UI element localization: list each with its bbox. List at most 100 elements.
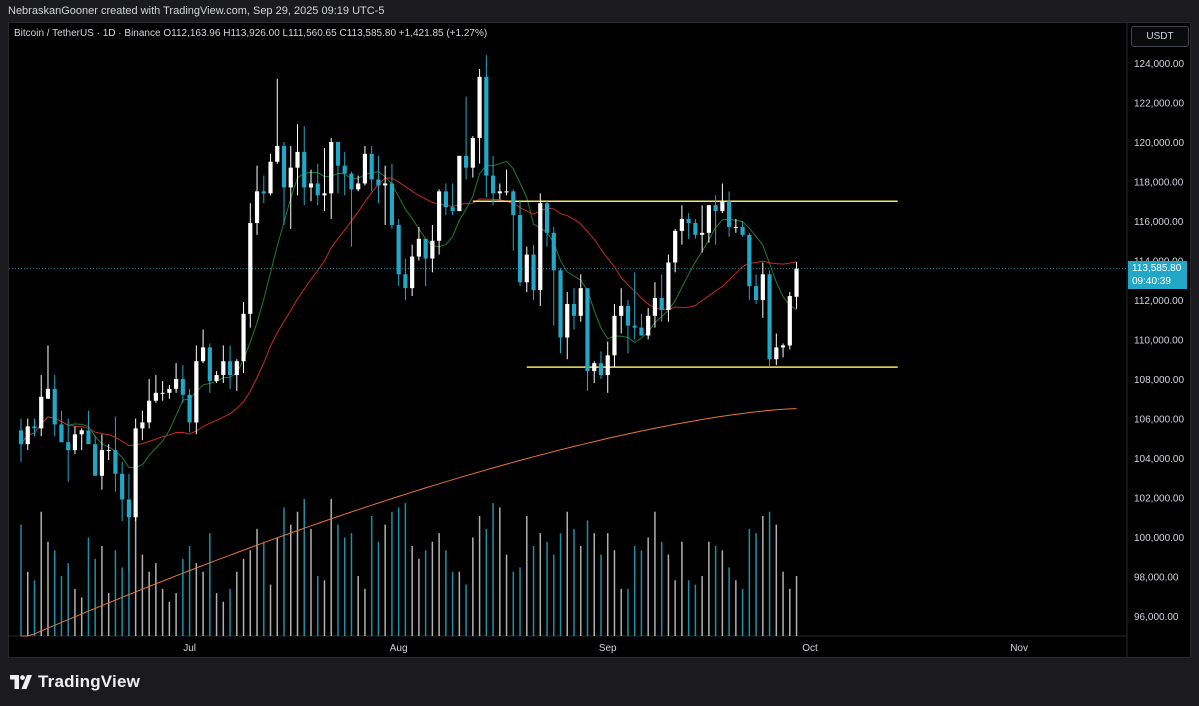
volume-bar <box>229 588 231 636</box>
volume-bar <box>633 546 636 636</box>
volume-bar <box>411 546 413 636</box>
candle-body <box>207 347 212 381</box>
candle-body <box>315 183 320 196</box>
candle-body <box>652 298 658 316</box>
y-tick-label: 96,000.00 <box>1134 612 1179 623</box>
volume-bar <box>620 588 622 636</box>
volume-bar <box>215 593 218 636</box>
candle-body <box>187 394 192 423</box>
volume-bar <box>728 567 730 636</box>
volume-bar <box>249 550 252 636</box>
candle-body <box>443 191 448 208</box>
volume-bar <box>350 533 353 636</box>
candle-body <box>598 363 604 376</box>
volume-bar <box>209 533 211 636</box>
volume-bar <box>478 516 481 636</box>
y-tick-label: 122,000.00 <box>1134 99 1184 110</box>
volume-bar <box>789 588 791 636</box>
volume-bar <box>546 541 548 636</box>
candle-body <box>356 183 361 190</box>
candle-body <box>747 234 752 287</box>
candle-body <box>106 450 111 452</box>
x-tick-label: Jul <box>183 643 196 654</box>
candle-body <box>551 232 556 271</box>
tradingview-logo[interactable]: TradingView <box>10 672 140 692</box>
candle-body <box>511 191 516 216</box>
volume-bar <box>33 580 36 636</box>
candle-body <box>79 430 84 435</box>
volume-bar <box>323 580 326 636</box>
volume-bar <box>424 550 427 636</box>
volume-bar <box>364 588 366 636</box>
candle-body <box>571 303 577 316</box>
volume-bar <box>276 537 279 636</box>
candle-body <box>484 76 489 176</box>
volume-bar <box>526 516 528 636</box>
y-tick-label: 108,000.00 <box>1134 375 1184 386</box>
volume-bar <box>566 511 569 636</box>
y-tick-label: 98,000.00 <box>1134 573 1179 584</box>
candle-body <box>389 183 395 225</box>
last-price-value: 113,585.80 <box>1132 263 1182 274</box>
chart-frame[interactable] <box>8 22 1191 658</box>
volume-bar <box>505 554 508 636</box>
candle-body <box>113 450 118 474</box>
candle-body <box>700 232 705 235</box>
tradingview-logo-text: TradingView <box>38 672 141 691</box>
volume-bar <box>485 528 488 636</box>
volume-bar <box>458 571 461 636</box>
candle-body <box>376 179 381 186</box>
candle-body <box>524 254 529 283</box>
volume-bar <box>532 546 535 636</box>
volume-bar <box>53 550 56 636</box>
volume-bar <box>418 558 420 636</box>
volume-bar <box>660 541 663 636</box>
candle-body <box>248 222 253 314</box>
candle-body <box>477 76 482 139</box>
volume-bar <box>708 541 710 636</box>
volume-bar <box>343 537 346 636</box>
volume-bar <box>188 546 191 636</box>
volume-bar <box>357 576 359 636</box>
candle-body <box>686 219 691 223</box>
candle-body <box>167 388 172 393</box>
legend-open: 112,163.96 <box>171 28 221 39</box>
candle-body <box>72 434 78 451</box>
volume-bar <box>681 541 683 636</box>
candle-body <box>308 183 314 188</box>
volume-bar <box>397 507 400 636</box>
y-tick-label: 104,000.00 <box>1134 454 1184 465</box>
volume-bar <box>47 541 49 636</box>
volume-bar <box>134 486 137 636</box>
candle-body <box>349 173 354 190</box>
candle-body <box>740 226 745 235</box>
candle-body <box>794 268 799 297</box>
currency-button[interactable]: USDT <box>1131 26 1189 47</box>
candle-body <box>403 274 408 289</box>
candle-body <box>416 238 421 257</box>
volume-bar <box>795 576 798 636</box>
volume-bar <box>573 528 575 636</box>
volume-bar <box>330 498 332 636</box>
volume-bar <box>40 511 42 636</box>
candle-body <box>410 256 415 289</box>
volume-bar <box>148 571 150 636</box>
volume-bar <box>114 550 117 636</box>
candle-body <box>504 191 509 193</box>
volume-bar <box>384 524 386 636</box>
volume-bar <box>377 541 380 636</box>
y-tick-label: 116,000.00 <box>1134 217 1184 228</box>
volume-bar <box>755 533 757 636</box>
candle-body <box>706 205 711 233</box>
volume-bar <box>687 580 690 636</box>
volume-bar <box>667 554 670 636</box>
volume-bar <box>290 524 292 636</box>
volume-bar <box>559 533 562 636</box>
candle-body <box>86 430 91 445</box>
candle-body <box>18 430 24 445</box>
y-tick-label: 120,000.00 <box>1134 138 1184 149</box>
y-tick-label: 110,000.00 <box>1134 336 1184 347</box>
y-tick-label: 112,000.00 <box>1134 296 1184 307</box>
volume-bar <box>627 588 629 636</box>
